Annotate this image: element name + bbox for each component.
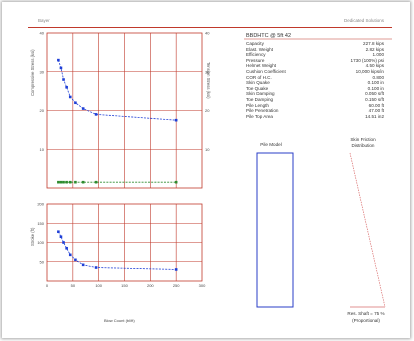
data-point xyxy=(81,263,85,267)
y-tick-label: 100 xyxy=(37,240,44,245)
x-tick-label: 150 xyxy=(121,283,128,288)
parameter-label: Elast. Weight xyxy=(246,46,273,52)
skin-friction-label: Skin Friction Distribution xyxy=(350,137,376,148)
data-point xyxy=(81,107,85,110)
report-page: Bayer Dedicated Solutions xyxy=(2,2,410,338)
parameter-value: 4.50 kips xyxy=(365,63,384,69)
parameter-value: 1730 (100%) psi xyxy=(350,57,384,63)
y2-tick-label: 10 xyxy=(205,147,210,152)
parameter-label: COR of H.C. xyxy=(246,74,272,80)
data-point xyxy=(74,180,77,184)
y-tick-label: 200 xyxy=(37,202,44,207)
top-chart-ylabel: Compressive Stress (ksi) xyxy=(30,49,35,96)
x-tick-label: 300 xyxy=(199,283,206,288)
y-tick-label: 20 xyxy=(40,108,45,113)
x-tick-label: 200 xyxy=(147,283,154,288)
data-point xyxy=(57,230,60,234)
pile-model-rect xyxy=(256,152,294,308)
data-point xyxy=(94,180,98,184)
series-line xyxy=(57,59,177,121)
bottom-chart-xlabel: Blow Count (bl/ft) xyxy=(104,318,135,323)
data-point xyxy=(174,268,178,271)
data-point xyxy=(174,180,178,184)
data-point xyxy=(68,180,72,184)
parameter-label: Skin Quake xyxy=(246,80,270,86)
data-point xyxy=(59,66,63,70)
data-point xyxy=(62,78,65,81)
parameter-value: 0.150 s/ft xyxy=(365,97,384,102)
header-divider xyxy=(28,27,392,28)
parameter-label: Pile Length xyxy=(246,102,269,108)
parameter-label: Helmet Weight xyxy=(246,63,277,69)
series-line xyxy=(58,231,177,270)
x-tick-label: 250 xyxy=(173,283,180,288)
parameter-value: 0.050 s/ft xyxy=(365,91,384,97)
data-point xyxy=(68,253,72,257)
y-tick-label: 30 xyxy=(40,69,45,74)
parameter-value: 227.8 kips xyxy=(363,41,384,46)
y2-tick-label: 20 xyxy=(205,108,210,113)
x-tick-label: 100 xyxy=(95,283,102,288)
data-point xyxy=(68,95,72,99)
parameter-value: 0.800 xyxy=(372,74,385,80)
data-point xyxy=(65,180,68,184)
data-point xyxy=(74,258,77,262)
data-point xyxy=(94,266,98,269)
parameter-label: Skin Damping xyxy=(246,91,275,97)
parameter-value: 10,000 kips/in xyxy=(355,69,384,74)
data-point xyxy=(59,235,63,239)
parameter-label: Toe Damping xyxy=(246,97,274,102)
res-shaft-label: Res. Shaft = 75 % xyxy=(347,311,385,316)
y-tick-label: 40 xyxy=(40,31,45,36)
data-point xyxy=(81,180,85,184)
data-point xyxy=(94,113,98,116)
parameter-label: Pile Penetration xyxy=(246,108,279,114)
y-tick-label: 10 xyxy=(40,147,45,152)
proportional-label: (Proportional) xyxy=(352,318,380,323)
parameter-label: Cushion Coefficient xyxy=(246,69,286,74)
x-tick-label: 50 xyxy=(71,283,76,288)
parameter-label: Pile Top Area xyxy=(246,113,273,119)
parameter-value: 60.00 ft xyxy=(368,102,384,108)
header-left-text: Bayer xyxy=(38,18,50,23)
data-point xyxy=(65,85,68,89)
top-chart-y2label: Tension Stress (ksi) xyxy=(206,62,211,99)
parameter-label: Capacity xyxy=(246,41,264,46)
bottom-chart-ylabel: Stroke (ft) xyxy=(30,227,35,246)
y-tick-label: 50 xyxy=(40,259,45,264)
parameter-value: 2.82 kips xyxy=(365,46,384,52)
parameter-value: 0.100 in xyxy=(367,85,384,91)
data-point xyxy=(174,118,178,122)
data-point xyxy=(59,180,63,184)
skin-friction-line xyxy=(349,152,386,308)
parameter-label: Toe Quake xyxy=(246,85,269,91)
parameter-value: 14.51 in2 xyxy=(365,113,384,119)
parameter-value: 47.00 ft xyxy=(368,108,384,114)
y-tick-label: 150 xyxy=(37,221,44,226)
parameter-value: 1.000 xyxy=(372,52,385,58)
header-right-text: Dedicated Solutions xyxy=(343,18,384,23)
parameter-value: 0.100 in xyxy=(367,80,384,86)
parameter-label: Efficiency xyxy=(246,52,266,58)
data-point xyxy=(57,180,60,184)
data-point xyxy=(74,101,77,105)
parameter-label: Pressure xyxy=(246,57,265,63)
data-point xyxy=(62,241,65,244)
pile-model-label: Pile Model xyxy=(260,142,282,147)
data-point xyxy=(57,58,60,62)
y2-tick-label: 40 xyxy=(205,31,210,36)
x-tick-label: 0 xyxy=(46,283,49,288)
right-panel-title: BBDHTC @ 5ft 42 xyxy=(246,33,292,39)
data-point xyxy=(62,180,65,184)
y2-tick-label: 30 xyxy=(205,69,210,74)
data-point xyxy=(65,246,68,250)
